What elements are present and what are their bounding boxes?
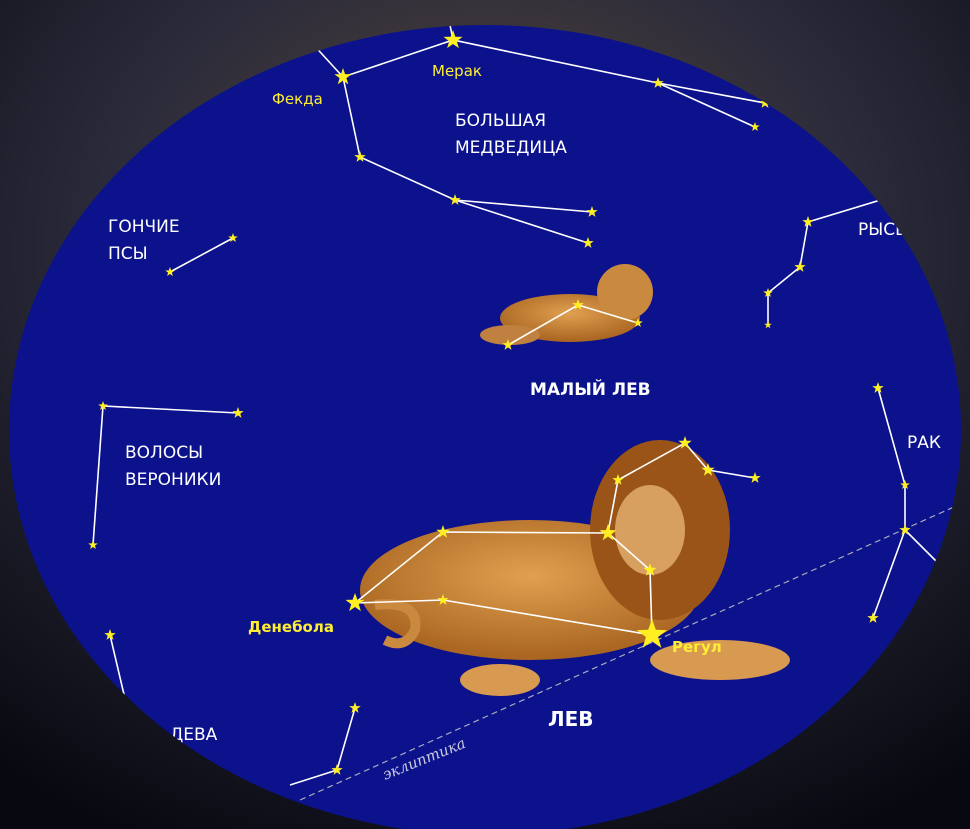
star [349,702,361,713]
constellation-label: ВОЛОСЫ [125,443,203,463]
star [572,299,584,310]
constellation-label: МЕДВЕДИЦА [455,138,567,158]
star [612,474,624,485]
star [98,401,108,410]
star [764,321,772,329]
constellation-label: РАК [907,433,941,453]
star [437,594,449,605]
star [334,68,352,85]
sky-disk [9,25,961,829]
star-label: Фекда [272,90,323,108]
ecliptic-line [299,501,961,801]
constellation-label: МАЛЫЙ ЛЕВ [530,378,651,400]
star [899,524,911,535]
star [701,463,715,476]
stars [88,30,911,775]
star-label: Регул [672,638,722,656]
star [867,612,879,623]
star [749,472,761,483]
star [449,194,461,205]
star [636,619,668,648]
star [678,436,692,449]
star [436,525,450,538]
star [354,151,366,162]
star [643,563,657,576]
star [802,216,814,227]
star [228,233,238,242]
star [763,288,773,297]
star [345,593,365,612]
star [443,30,463,49]
map-content: Мерак Фекда Денебола Регул БОЛЬШАЯ МЕДВЕ… [88,25,961,801]
star [582,237,594,248]
constellation-label: ПСЫ [108,244,148,264]
star [872,382,884,393]
star-label: Мерак [432,62,482,80]
star-label: Денебола [248,618,334,636]
star [794,261,806,272]
star [502,339,514,350]
constellation-label: ЛЕВ [548,707,594,731]
star [88,540,98,549]
constellation-label: ВЕРОНИКИ [125,470,221,490]
star [586,206,598,217]
star [750,122,760,131]
leo-lion [360,440,790,696]
constellation-label: ДЕВА [170,725,218,745]
star [331,764,343,775]
star [165,267,175,276]
constellation-label: ГОНЧИЕ [108,217,180,237]
star [104,629,116,640]
star [900,480,910,489]
star [652,77,664,88]
constellation-label: БОЛЬШАЯ [455,111,546,131]
star [599,524,617,541]
constellation-label: РЫСЬ [858,220,907,240]
star [633,318,643,327]
star [232,407,244,418]
